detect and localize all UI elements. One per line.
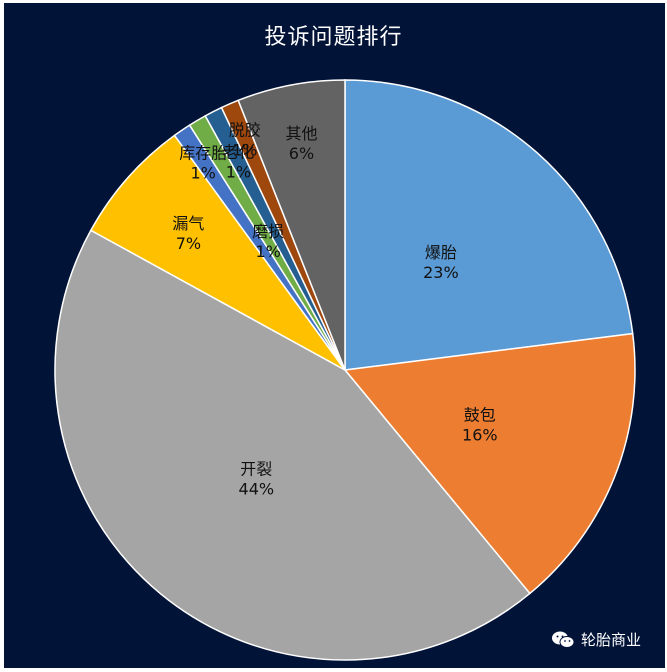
pie-slices	[54, 79, 636, 661]
slice-value-2: 44%	[239, 479, 275, 498]
pie-slice-8	[237, 79, 346, 371]
slice-label-2: 开裂	[240, 459, 272, 478]
wechat-icon	[551, 631, 575, 648]
slice-label-6: 老化	[222, 143, 254, 162]
slice-label-4: 库存胎	[179, 143, 227, 162]
slice-value-5: 1%	[256, 242, 281, 261]
slice-label-5: 磨损	[252, 222, 284, 241]
slice-value-3: 7%	[176, 234, 201, 253]
chart-title: 投诉问题排行	[264, 25, 403, 50]
watermark: 轮胎商业	[551, 629, 641, 650]
slice-label-3: 漏气	[172, 214, 204, 233]
slice-label-1: 鼓包	[464, 405, 496, 424]
pie-slice-3	[89, 134, 346, 371]
slice-label-8: 其他	[285, 124, 317, 143]
slice-label-7: 脱胶	[229, 121, 261, 140]
slice-value-0: 23%	[423, 263, 459, 282]
slice-value-8: 6%	[289, 144, 314, 163]
pie-slice-2	[54, 229, 531, 661]
pie-slice-1	[343, 332, 636, 595]
slice-value-1: 16%	[462, 425, 498, 444]
pie-slice-0	[344, 79, 634, 371]
slice-value-7: 1%	[232, 141, 257, 160]
watermark-text: 轮胎商业	[580, 631, 641, 649]
slice-value-4: 1%	[191, 163, 216, 182]
slice-value-6: 1%	[226, 163, 251, 182]
slice-label-0: 爆胎	[425, 243, 457, 262]
